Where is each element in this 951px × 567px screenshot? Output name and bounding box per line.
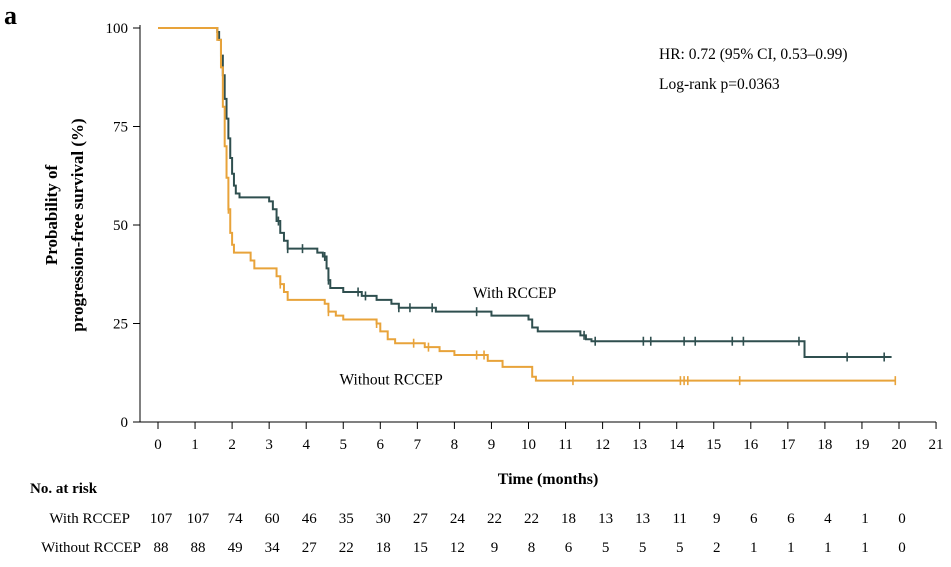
x-tick-label: 18	[817, 437, 832, 453]
risk-value: 49	[228, 540, 243, 556]
x-tick-label: 0	[154, 437, 162, 453]
y-tick-label: 50	[113, 218, 128, 234]
risk-value: 11	[672, 511, 686, 527]
y-ticks: 0 25 50 75 100	[106, 21, 141, 431]
risk-value: 22	[487, 511, 502, 527]
x-tick-label: 6	[377, 437, 385, 453]
risk-value: 0	[898, 540, 906, 556]
x-tick-label: 19	[854, 437, 869, 453]
x-tick-label: 1	[191, 437, 199, 453]
x-ticks: 0 1 2 3 4 5 6 7 8 9 10 11 12 13 14 15 16 17 18 19 20 21	[154, 422, 943, 453]
risk-value: 1	[861, 540, 869, 556]
x-tick-label: 15	[706, 437, 721, 453]
risk-value: 4	[824, 511, 832, 527]
risk-value: 22	[524, 511, 539, 527]
risk-value: 6	[787, 511, 795, 527]
series-layer	[158, 28, 895, 385]
x-tick-label: 5	[340, 437, 348, 453]
risk-table-title: No. at risk	[30, 481, 98, 497]
risk-value: 5	[602, 540, 610, 556]
km-curve-with-rccep	[158, 28, 892, 357]
x-tick-label: 7	[414, 437, 422, 453]
risk-value: 74	[228, 511, 244, 527]
risk-value: 18	[561, 511, 576, 527]
risk-value: 1	[750, 540, 758, 556]
risk-value: 60	[265, 511, 280, 527]
risk-value: 22	[339, 540, 354, 556]
x-tick-label: 8	[451, 437, 459, 453]
y-axis-title-line1: Probability of	[42, 165, 61, 266]
risk-value: 46	[302, 511, 318, 527]
x-axis-title: Time (months)	[498, 471, 599, 488]
y-tick-label: 75	[113, 120, 128, 136]
risk-value: 24	[450, 511, 466, 527]
risk-value: 6	[565, 540, 573, 556]
y-tick-label: 25	[113, 317, 128, 333]
risk-value: 5	[676, 540, 684, 556]
series-labels: With RCCEP Without RCCEP	[340, 285, 557, 389]
risk-value: 6	[750, 511, 758, 527]
x-tick-label: 4	[302, 437, 310, 453]
x-tick-label: 14	[669, 437, 685, 453]
risk-value: 5	[639, 540, 647, 556]
y-tick-label: 0	[121, 415, 129, 431]
risk-value: 2	[713, 540, 721, 556]
risk-row-label: Without RCCEP	[41, 540, 141, 556]
risk-value: 27	[413, 511, 429, 527]
series-label-without-rccep: Without RCCEP	[340, 372, 443, 389]
risk-value: 30	[376, 511, 391, 527]
x-tick-label: 20	[892, 437, 907, 453]
hazard-ratio-annotation: HR: 0.72 (95% CI, 0.53–0.99)	[659, 46, 848, 63]
risk-value: 0	[898, 511, 906, 527]
x-tick-label: 11	[558, 437, 572, 453]
risk-value: 35	[339, 511, 354, 527]
x-tick-label: 12	[595, 437, 610, 453]
y-tick-label: 100	[106, 21, 129, 37]
risk-value: 107	[187, 511, 210, 527]
x-tick-label: 10	[521, 437, 536, 453]
risk-row-label: With RCCEP	[49, 511, 130, 527]
x-tick-label: 9	[488, 437, 496, 453]
risk-value: 9	[713, 511, 721, 527]
series-label-with-rccep: With RCCEP	[473, 285, 556, 302]
km-curve-without-rccep	[158, 28, 895, 381]
risk-value: 27	[302, 540, 318, 556]
risk-value: 9	[491, 540, 499, 556]
x-tick-label: 21	[929, 437, 944, 453]
x-tick-label: 2	[228, 437, 236, 453]
risk-value: 13	[598, 511, 613, 527]
risk-value: 1	[861, 511, 869, 527]
risk-table: With RCCEP 107 107 74 60 46 35 30 27 24 22 22 18 13 13…	[41, 511, 906, 556]
x-tick-label: 17	[780, 437, 796, 453]
risk-value: 8	[528, 540, 536, 556]
risk-value: 1	[824, 540, 832, 556]
km-chart: a Probability of progression-free surviv…	[0, 0, 951, 567]
risk-value: 88	[191, 540, 206, 556]
risk-value: 13	[635, 511, 650, 527]
x-tick-label: 3	[265, 437, 273, 453]
risk-value: 1	[787, 540, 795, 556]
risk-value: 12	[450, 540, 465, 556]
risk-value: 88	[154, 540, 169, 556]
x-tick-label: 16	[743, 437, 759, 453]
risk-value: 18	[376, 540, 391, 556]
risk-value: 107	[150, 511, 173, 527]
risk-value: 34	[265, 540, 281, 556]
panel-label: a	[4, 1, 17, 30]
y-axis-title-line2: progression-free survival (%)	[68, 118, 87, 331]
risk-value: 15	[413, 540, 428, 556]
logrank-annotation: Log-rank p=0.0363	[659, 76, 780, 93]
x-tick-label: 13	[632, 437, 647, 453]
